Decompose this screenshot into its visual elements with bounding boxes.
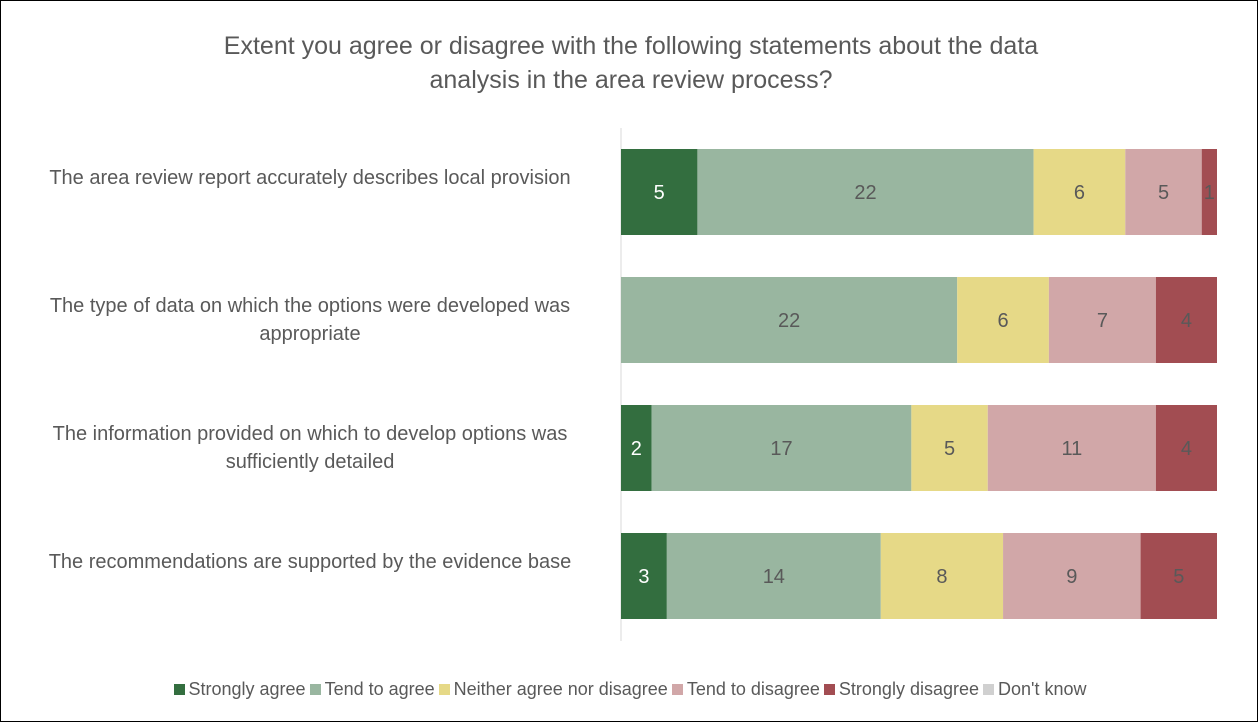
- data-label-4-4: 9: [1066, 566, 1077, 588]
- bar-segment-2-3: [957, 277, 1049, 363]
- bar-segment-1-2: [697, 149, 1034, 235]
- data-label-3-5: 4: [1181, 438, 1192, 460]
- legend-swatch-6: [983, 684, 994, 695]
- bars-group: 5 22 6 5 1 22 6 7 4 2 17 5 11 4 3 14 8 9 5: [621, 149, 1217, 619]
- legend-label-3: Neither agree nor disagree: [453, 679, 668, 699]
- bar-segment-1-3: [1033, 149, 1126, 235]
- data-label-1-3: 6: [1074, 182, 1085, 204]
- data-label-2-3: 6: [997, 310, 1008, 332]
- legend-label-4: Tend to disagree: [686, 679, 820, 699]
- bar-segment-4-5: [1140, 533, 1217, 619]
- data-label-4-1: 3: [638, 566, 649, 588]
- legend-item-5: Strongly disagree: [823, 679, 979, 700]
- legend-swatch-4: [671, 684, 683, 695]
- bar-segment-2-2: [621, 277, 958, 363]
- data-label-3-4: 11: [1061, 438, 1082, 460]
- legend-item-4: Tend to disagree: [671, 679, 820, 700]
- data-label-4-5: 5: [1173, 566, 1184, 588]
- data-label-1-2: 22: [854, 182, 876, 204]
- legend-label-6: Don't know: [998, 679, 1087, 699]
- legend-swatch-3: [438, 684, 450, 695]
- data-label-3-3: 5: [944, 438, 955, 460]
- bar-segment-3-5: [1155, 405, 1217, 491]
- category-label-4: The recommendations are supported by the…: [48, 551, 572, 573]
- legend-swatch-2: [309, 684, 321, 695]
- legend-swatch-1: [173, 684, 185, 695]
- data-label-1-1: 5: [654, 182, 665, 204]
- bar-segment-4-1: [621, 533, 667, 619]
- bar-segment-1-5: [1201, 149, 1217, 235]
- bar-segment-3-4: [987, 405, 1156, 491]
- legend-item-1: Strongly agree: [173, 679, 306, 700]
- bar-segment-3-1: [621, 405, 652, 491]
- bar-segment-1-1: [621, 149, 698, 235]
- chart-title: Extent you agree or disagree with the fo…: [223, 32, 1039, 94]
- category-label-3: The information provided on which to dev…: [52, 423, 568, 473]
- bar-segment-2-4: [1048, 277, 1156, 363]
- data-label-2-5: 4: [1181, 310, 1192, 332]
- bar-segment-3-3: [911, 405, 988, 491]
- data-label-4-3: 8: [936, 566, 947, 588]
- data-label-3-1: 2: [631, 438, 642, 460]
- data-label-2-4: 7: [1097, 310, 1108, 332]
- data-label-1-4: 5: [1158, 182, 1169, 204]
- legend-swatch-5: [823, 684, 835, 695]
- legend-label-2: Tend to agree: [324, 679, 435, 699]
- bar-segment-4-4: [1003, 533, 1141, 619]
- bar-segment-1-4: [1125, 149, 1202, 235]
- bar-segment-4-3: [880, 533, 1004, 619]
- legend-label-1: Strongly agree: [188, 679, 306, 699]
- data-label-3-2: 17: [770, 438, 792, 460]
- bar-segment-2-5: [1155, 277, 1217, 363]
- legend-item-6: Don't know: [983, 679, 1086, 700]
- legend: Strongly agree Tend to agree Neither agree…: [1, 679, 1258, 700]
- legend-label-5: Strongly disagree: [838, 679, 979, 699]
- bar-segment-3-2: [651, 405, 912, 491]
- data-label-1-5: 1: [1204, 182, 1215, 204]
- bar-segment-4-2: [666, 533, 881, 619]
- legend-item-3: Neither agree nor disagree: [438, 679, 668, 700]
- category-label-2: The type of data on which the options we…: [49, 295, 571, 345]
- data-label-4-2: 14: [763, 566, 785, 588]
- data-label-2-2: 22: [778, 310, 800, 332]
- category-label-1: The area review report accurately descri…: [49, 167, 571, 189]
- legend-item-2: Tend to agree: [309, 679, 435, 700]
